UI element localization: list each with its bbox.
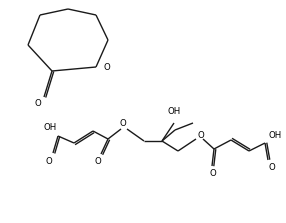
- Text: O: O: [269, 163, 275, 171]
- Text: OH: OH: [43, 124, 57, 132]
- Text: O: O: [210, 169, 217, 178]
- Text: OH: OH: [268, 130, 282, 140]
- Text: O: O: [120, 120, 126, 128]
- Text: O: O: [95, 157, 101, 165]
- Text: O: O: [103, 64, 110, 72]
- Text: O: O: [46, 157, 52, 165]
- Text: O: O: [198, 130, 204, 140]
- Text: O: O: [35, 99, 41, 109]
- Text: OH: OH: [167, 107, 181, 116]
